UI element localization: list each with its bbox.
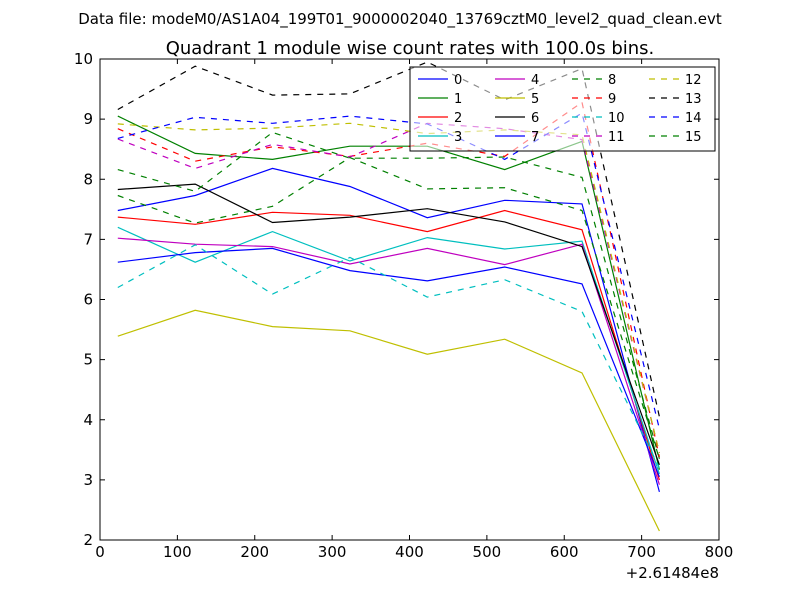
series-line-11: [117, 122, 660, 453]
legend-box: [409, 66, 716, 152]
x-tick-label: 400: [395, 543, 424, 561]
legend-label-15: 15: [685, 130, 702, 145]
x-tick-label: 0: [95, 543, 105, 561]
series-line-13: [117, 61, 660, 417]
legend-label-1: 1: [454, 92, 462, 107]
series-line-10: [117, 244, 660, 469]
x-tick-label: 600: [550, 543, 579, 561]
x-tick-label: 500: [473, 543, 502, 561]
series-line-12: [117, 122, 660, 453]
series-line-0: [117, 167, 660, 493]
legend-label-10: 10: [608, 111, 625, 126]
x-axis-offset-label: +2.61484e8: [626, 564, 719, 582]
legend-label-4: 4: [531, 73, 539, 88]
y-tick-label: 10: [74, 50, 93, 68]
y-tick-label: 9: [83, 110, 93, 128]
y-tick-label: 4: [83, 411, 93, 429]
chart-title: Quadrant 1 module wise count rates with …: [166, 38, 655, 59]
y-tick-label: 3: [83, 471, 93, 489]
x-tick-label: 700: [627, 543, 656, 561]
series-line-2: [117, 209, 660, 481]
figure-suptitle: Data file: modeM0/AS1A04_199T01_90000020…: [78, 10, 722, 29]
legend-label-2: 2: [454, 111, 462, 126]
legend-label-5: 5: [531, 92, 539, 107]
legend-label-13: 13: [685, 92, 702, 107]
legend-label-3: 3: [454, 130, 462, 145]
series-line-4: [117, 237, 660, 485]
x-tick-label: 200: [240, 543, 269, 561]
legend-label-6: 6: [531, 111, 539, 126]
x-tick-label: 800: [705, 543, 734, 561]
legend-label-0: 0: [454, 73, 462, 88]
series-line-15: [117, 156, 660, 459]
legend-label-9: 9: [608, 92, 616, 107]
x-tick-label: 100: [163, 543, 192, 561]
legend-label-8: 8: [608, 73, 616, 88]
y-tick-label: 7: [83, 230, 93, 248]
series-line-6: [117, 183, 660, 466]
series-line-1: [117, 115, 660, 470]
plot-area: 0 100 200 300 400 500 600 700 800234567891001234…: [74, 50, 733, 561]
series-line-5: [117, 309, 660, 532]
y-tick-label: 5: [83, 351, 93, 369]
y-tick-label: 8: [83, 170, 93, 188]
legend-label-12: 12: [685, 73, 702, 88]
y-tick-label: 2: [83, 531, 93, 549]
series-line-8: [117, 131, 660, 459]
x-tick-label: 300: [318, 543, 347, 561]
legend-label-11: 11: [608, 130, 625, 145]
series-line-9: [117, 101, 660, 458]
legend-label-14: 14: [685, 111, 702, 126]
legend-label-7: 7: [531, 130, 539, 145]
series-line-3: [117, 226, 660, 475]
y-tick-label: 6: [83, 291, 93, 309]
series-line-7: [117, 247, 660, 478]
